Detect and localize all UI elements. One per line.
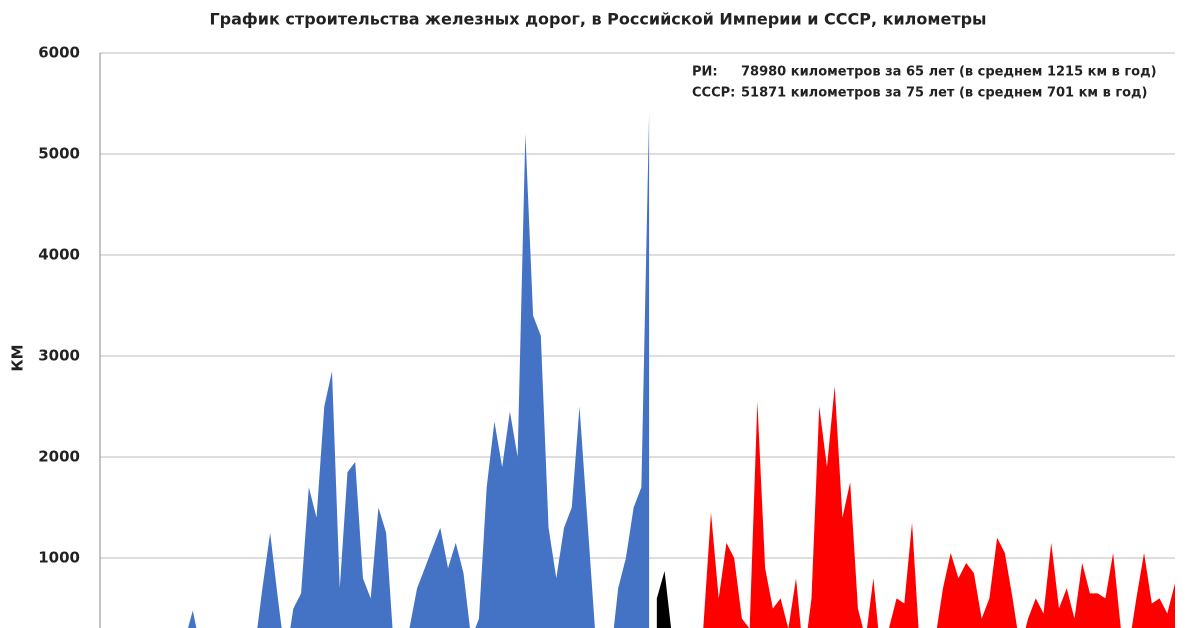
annotation-label: СССР: — [692, 86, 735, 101]
area — [188, 113, 650, 628]
y-tick-label: 2000 — [38, 448, 80, 466]
chart-title: График строительства железных дорог, в Р… — [209, 10, 986, 29]
area — [656, 571, 672, 628]
y-axis-label: КМ — [9, 344, 27, 371]
area — [703, 386, 1175, 628]
y-tick-label: 1000 — [38, 549, 80, 567]
y-tick-label: 3000 — [38, 347, 80, 365]
y-tick-label: 5000 — [38, 145, 80, 163]
annotation-text: 78980 километров за 65 лет (в среднем 12… — [741, 65, 1157, 80]
y-tick-label: 6000 — [38, 44, 80, 62]
annotation-text: 51871 километров за 75 лет (в среднем 70… — [741, 86, 1148, 101]
y-tick-label: 4000 — [38, 246, 80, 264]
annotation-label: РИ: — [692, 65, 718, 80]
